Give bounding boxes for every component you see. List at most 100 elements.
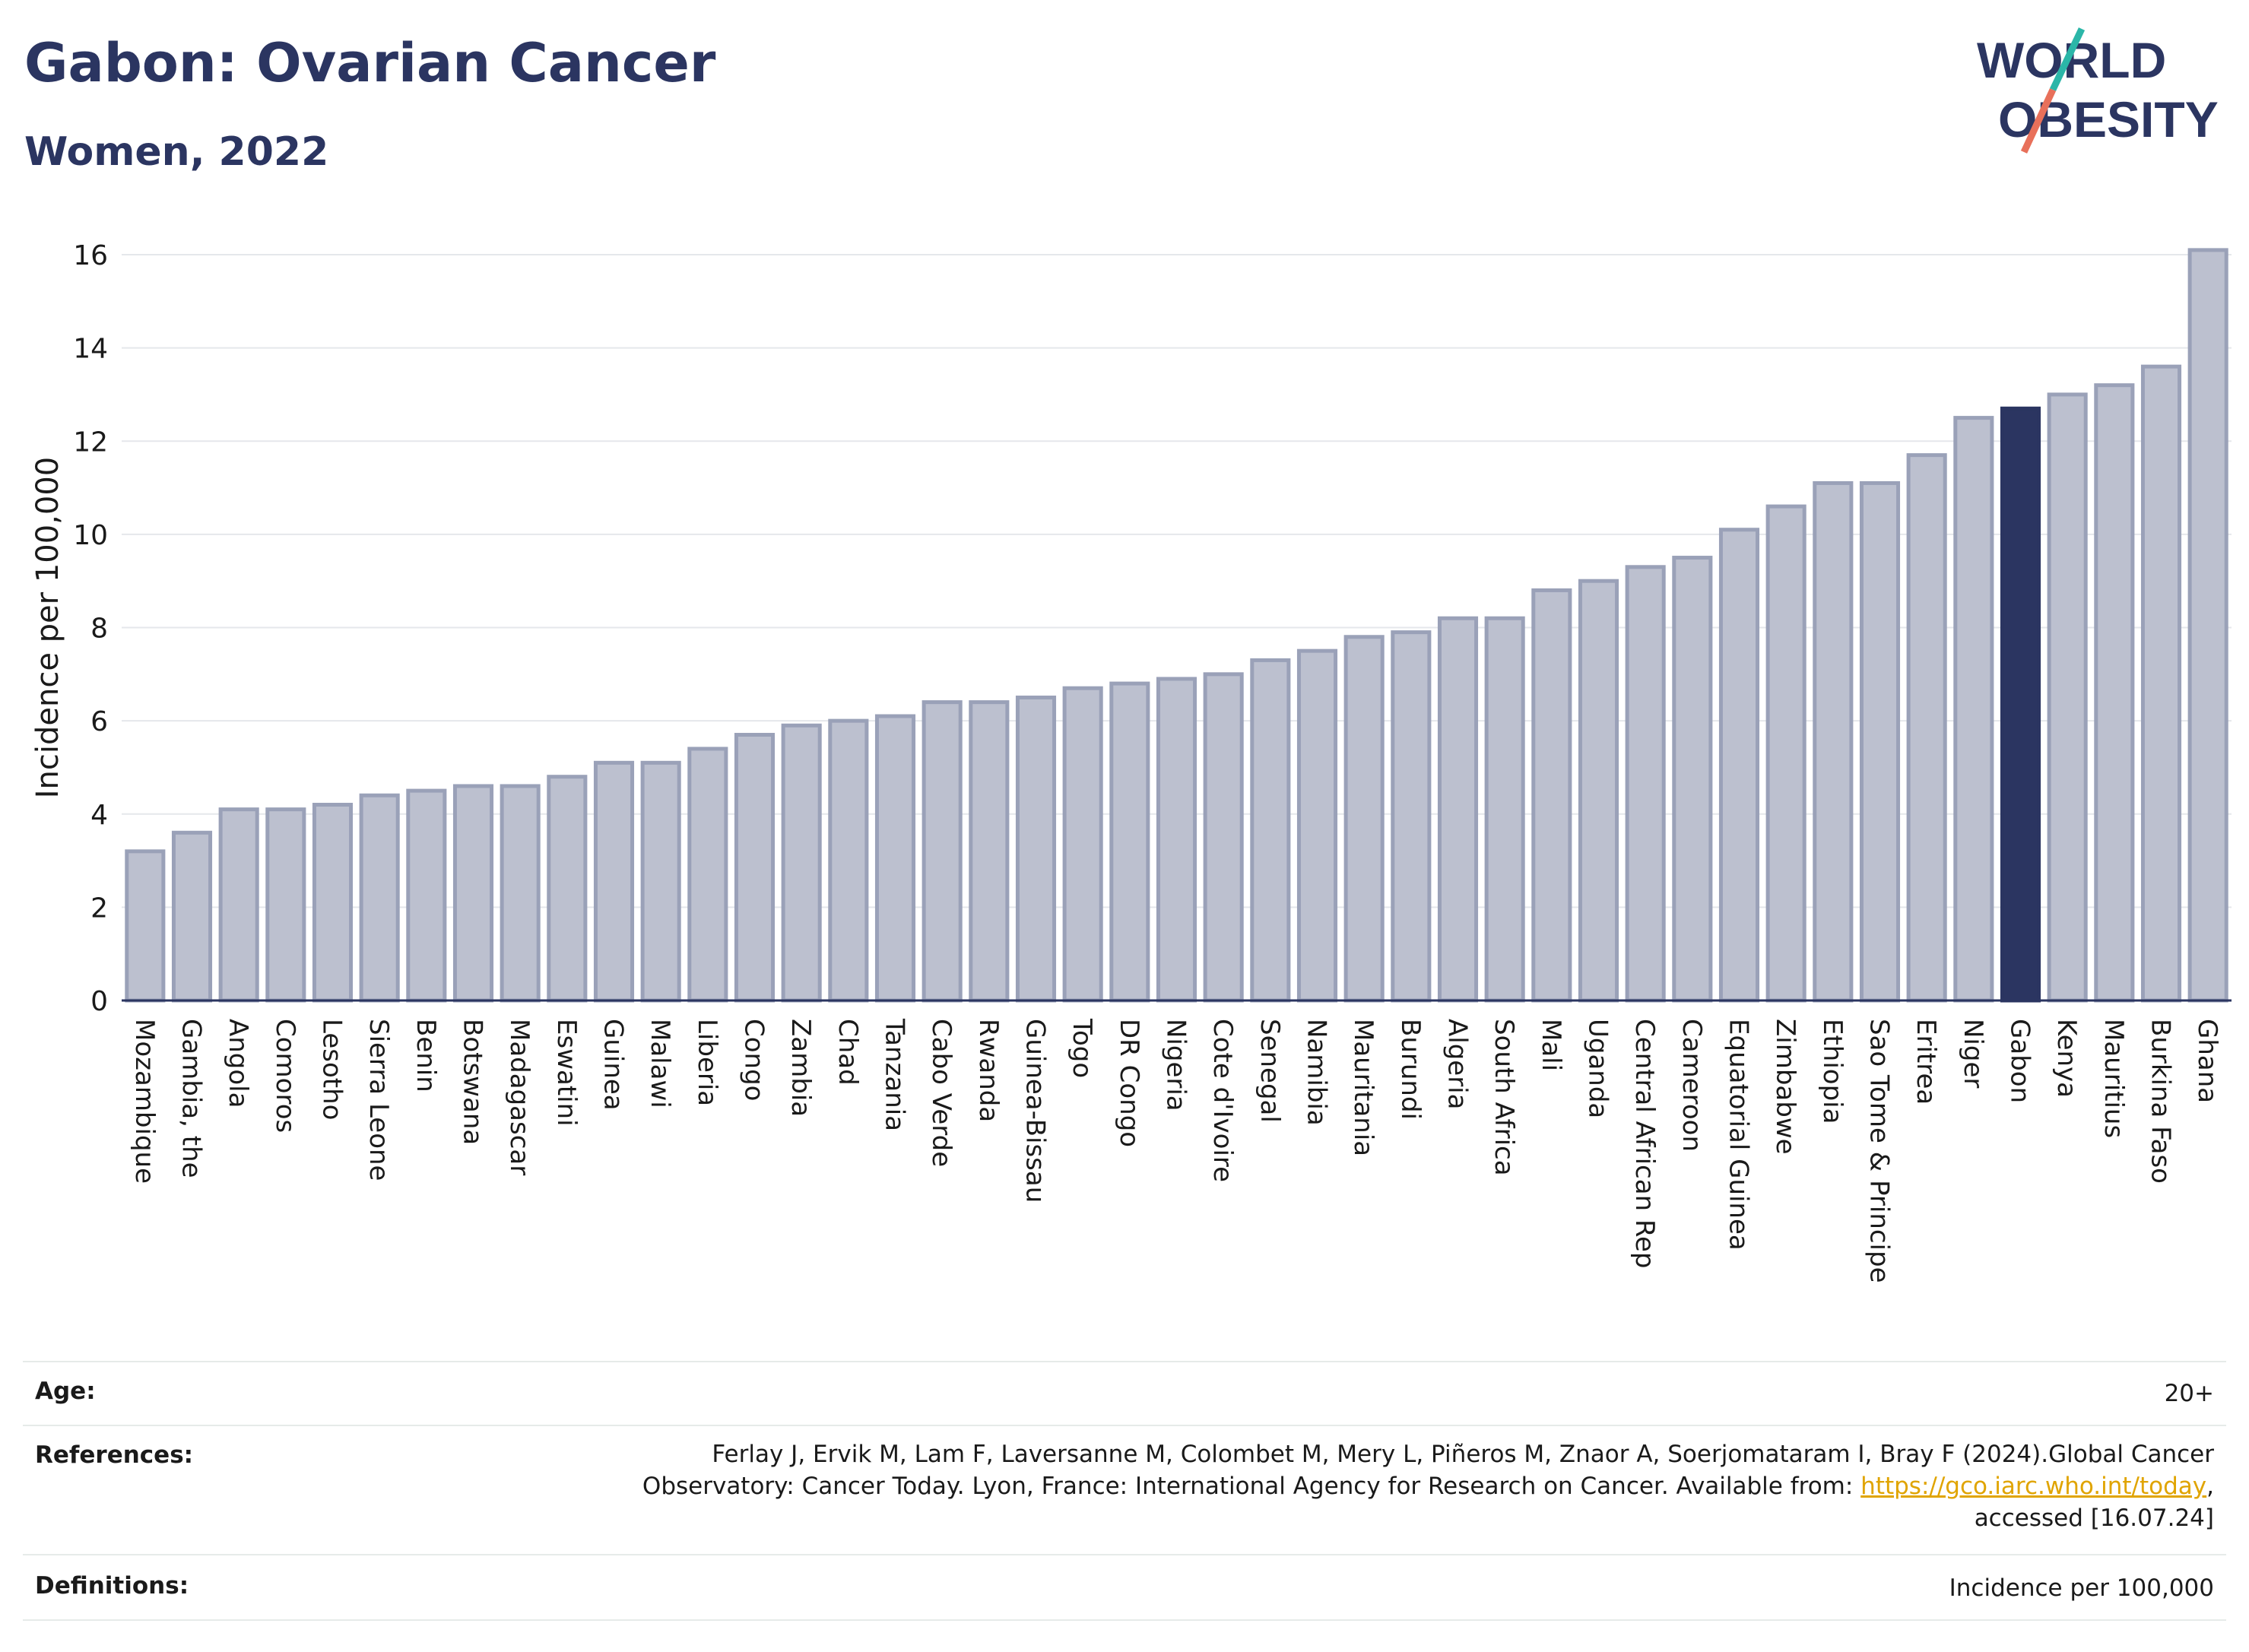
- x-tick-label: Guinea-Bissau: [1020, 1019, 1051, 1203]
- references-text-3: ,: [2206, 1473, 2214, 1500]
- x-axis-ticks: Mozambique Gambia, the Angola Comoros Lesoth…: [129, 1018, 2222, 1283]
- x-tick-label: Mauritania: [1348, 1019, 1378, 1156]
- x-tick-label: Mozambique: [129, 1019, 160, 1184]
- y-tick-label: 8: [90, 614, 108, 645]
- x-tick-label: Central African Rep: [1629, 1019, 1660, 1269]
- bar-central-african-rep: [1625, 565, 1666, 1003]
- bar-tanzania: [874, 714, 916, 1003]
- x-tick-label: Liberia: [692, 1019, 722, 1106]
- definitions-value: Incidence per 100,000: [1949, 1574, 2214, 1602]
- x-tick-label: Gambia, the: [176, 1019, 207, 1178]
- bar-cabo-verde: [921, 700, 963, 1003]
- references-link[interactable]: https://gco.iarc.who.int/today: [1860, 1473, 2207, 1500]
- bar-uganda: [1578, 579, 1619, 1003]
- bar-guinea: [593, 760, 635, 1003]
- world-obesity-logo: WORLD OBESITY: [1977, 27, 2219, 154]
- bar-benin: [406, 788, 447, 1003]
- bar-malawi: [640, 760, 681, 1003]
- age-row: Age: 20+: [23, 1361, 2226, 1425]
- age-value: 20+: [2164, 1380, 2214, 1407]
- x-tick-label: Angola: [223, 1019, 253, 1108]
- logo-slash-top: [2049, 27, 2086, 91]
- bar-nigeria: [1156, 677, 1197, 1003]
- x-tick-label: Lesotho: [317, 1019, 347, 1120]
- bar-zambia: [781, 723, 822, 1003]
- page-subtitle: Women, 2022: [24, 129, 329, 175]
- logo-slash-bottom: [2020, 88, 2057, 154]
- x-tick-label: Cameroon: [1676, 1019, 1707, 1152]
- references-line-2: Observatory: Cancer Today. Lyon, France:…: [23, 1470, 2214, 1502]
- bar-gabon: [2000, 406, 2041, 1003]
- bar-mauritius: [2094, 383, 2135, 1003]
- x-tick-label: Zambia: [785, 1019, 816, 1117]
- age-label: Age:: [35, 1378, 96, 1405]
- bar-algeria: [1437, 616, 1479, 1003]
- bar-congo: [734, 733, 776, 1003]
- bar-liberia: [687, 747, 728, 1003]
- x-tick-label: Malawi: [645, 1019, 675, 1108]
- bar-mozambique: [125, 849, 166, 1003]
- references-value: Ferlay J, Ervik M, Lam F, Laversanne M, …: [23, 1426, 2226, 1534]
- x-tick-label: Mauritius: [2098, 1019, 2129, 1138]
- bar-niger: [1953, 416, 1994, 1003]
- x-tick-label: Ghana: [2192, 1019, 2222, 1103]
- y-tick-label: 14: [73, 334, 108, 365]
- bar-kenya: [2047, 392, 2088, 1003]
- y-tick-label: 6: [90, 706, 108, 737]
- references-text-2: Observatory: Cancer Today. Lyon, France:…: [642, 1473, 1861, 1500]
- x-tick-label: Niger: [1958, 1019, 1988, 1088]
- bar-cameroon: [1672, 556, 1713, 1003]
- x-tick-label: Equatorial Guinea: [1724, 1019, 1754, 1251]
- references-line-1: Ferlay J, Ervik M, Lam F, Laversanne M, …: [712, 1441, 2214, 1468]
- page-title: Gabon: Ovarian Cancer: [24, 32, 716, 94]
- x-tick-label: Madagascar: [504, 1019, 534, 1175]
- logo-line1: WORLD: [1977, 32, 2166, 88]
- x-tick-label: Ethiopia: [1817, 1019, 1848, 1124]
- x-tick-label: Eritrea: [1911, 1019, 1941, 1105]
- references-label: References:: [35, 1441, 194, 1469]
- x-tick-label: Togo: [1067, 1018, 1097, 1078]
- bar-botswana: [452, 784, 494, 1003]
- x-tick-label: Sao Tome & Principe: [1864, 1019, 1895, 1283]
- x-tick-label: Uganda: [1583, 1019, 1613, 1118]
- bar-equatorial-guinea: [1718, 528, 1760, 1003]
- y-axis-ticks: 0 2 4 6 8 10 12 14 16: [73, 240, 108, 1017]
- info-table: Age: 20+ References: Ferlay J, Ervik M, …: [23, 1361, 2226, 1621]
- bar-togo: [1062, 686, 1103, 1003]
- x-tick-label: Zimbabwe: [1770, 1019, 1800, 1155]
- bar-sao-tome-principe: [1859, 480, 1901, 1003]
- x-tick-label: Kenya: [2051, 1019, 2082, 1098]
- bar-zimbabwe: [1765, 504, 1806, 1003]
- bar-ghana: [2187, 248, 2228, 1003]
- bar-cote-d-ivoire: [1203, 672, 1244, 1003]
- bar-lesotho: [312, 802, 354, 1003]
- bar-burkina-faso: [2140, 364, 2182, 1003]
- x-tick-label: Mali: [1536, 1019, 1566, 1071]
- bar-south-africa: [1484, 616, 1525, 1003]
- y-tick-label: 0: [90, 986, 108, 1017]
- bar-burundi: [1391, 630, 1432, 1003]
- bar-chart: 0 2 4 6 8 10 12 14 16 Mozambique Gambia, the Angol…: [30, 240, 2232, 1283]
- x-tick-label: Cabo Verde: [926, 1019, 956, 1167]
- bar-rwanda: [969, 700, 1010, 1003]
- x-tick-label: Chad: [833, 1019, 863, 1086]
- bar-mali: [1531, 588, 1572, 1003]
- bar-senegal: [1250, 658, 1291, 1003]
- y-tick-label: 16: [73, 240, 108, 271]
- x-tick-label: Nigeria: [1161, 1019, 1191, 1111]
- x-tick-label: Burundi: [1395, 1019, 1426, 1120]
- x-tick-label: Algeria: [1442, 1019, 1473, 1109]
- x-tick-label: Congo: [739, 1019, 769, 1101]
- definitions-label: Definitions:: [35, 1572, 189, 1600]
- x-tick-label: Eswatini: [551, 1019, 582, 1127]
- x-tick-label: Benin: [411, 1019, 441, 1092]
- x-tick-label: Rwanda: [973, 1019, 1004, 1122]
- x-tick-label: Gabon: [2005, 1019, 2035, 1103]
- references-row: References: Ferlay J, Ervik M, Lam F, La…: [23, 1425, 2226, 1554]
- bar-mauritania: [1343, 635, 1385, 1003]
- bar-sierra-leone: [359, 793, 400, 1003]
- bar-eswatini: [547, 775, 588, 1003]
- chart-bars: [125, 248, 2228, 1003]
- bar-comoros: [265, 807, 306, 1003]
- bar-eritrea: [1906, 453, 1947, 1003]
